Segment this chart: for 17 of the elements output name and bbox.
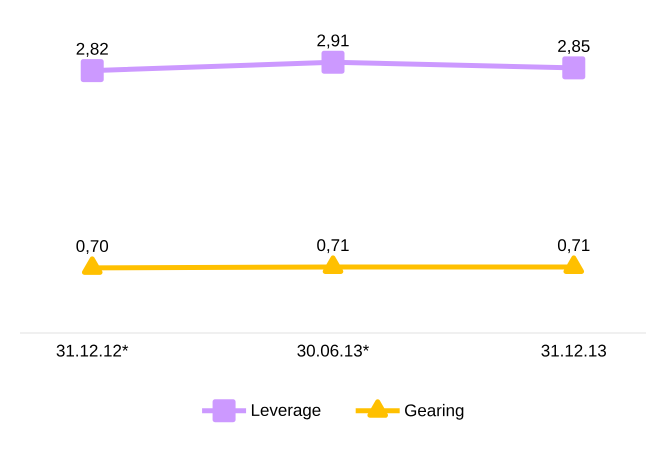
data-label: 2,82	[76, 42, 108, 57]
data-label: 2,91	[317, 34, 349, 48]
point	[562, 56, 586, 80]
point	[82, 256, 103, 275]
data-label: 2,85	[558, 40, 590, 54]
legend-label: Gearing	[405, 404, 464, 420]
data-label: 0,71	[558, 239, 590, 254]
legend-label: Leverage	[252, 404, 320, 420]
x-tick-label: 31.12.12*	[56, 344, 128, 357]
point	[80, 59, 104, 82]
data-label: 0,71	[317, 239, 349, 254]
point	[563, 255, 584, 274]
data-label: 0,70	[76, 240, 108, 254]
point	[322, 50, 345, 74]
point	[322, 255, 344, 274]
x-tick-label: 30.06.13*	[297, 344, 369, 357]
x-tick-label: 31.12.13	[541, 344, 606, 357]
